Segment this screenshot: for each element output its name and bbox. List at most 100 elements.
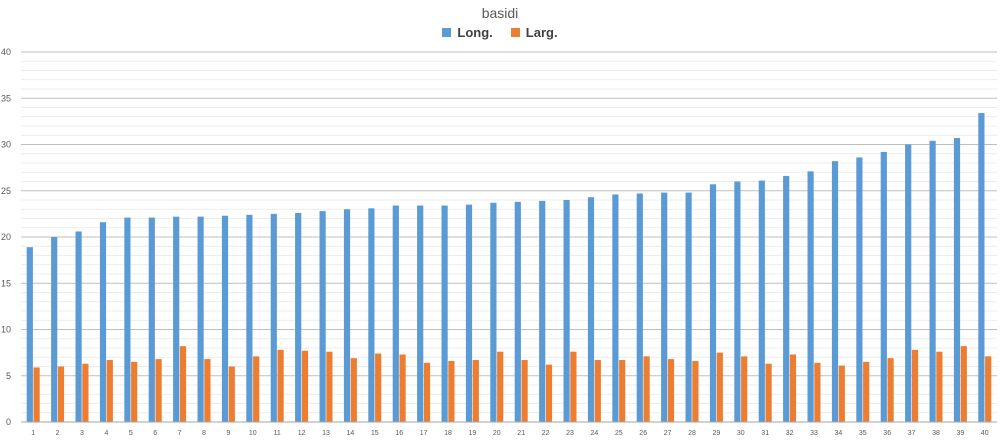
bar-long: [392, 205, 399, 422]
bar-long: [417, 205, 424, 422]
x-tick-label: 14: [347, 430, 355, 437]
x-tick-label: 17: [420, 430, 428, 437]
bar-larg: [253, 356, 260, 422]
bar-long: [587, 197, 595, 422]
bar-long: [514, 201, 521, 422]
grid-layer: [21, 51, 997, 423]
x-tick-label: 22: [542, 430, 550, 437]
legend-label-long: Long.: [457, 25, 493, 40]
bar-long: [563, 200, 570, 422]
bar-long: [856, 157, 863, 422]
x-tick-label: 32: [786, 430, 794, 437]
chart-title: basidi: [481, 5, 519, 21]
bar-long: [880, 151, 887, 422]
x-tick-label: 36: [883, 430, 891, 437]
bar-long: [343, 209, 351, 422]
bar-long: [148, 217, 155, 422]
bar-long: [441, 205, 448, 422]
x-tick-label: 3: [80, 430, 84, 437]
x-tick-label: 18: [444, 430, 452, 437]
x-tick-label: 5: [129, 430, 133, 437]
bar-larg: [33, 367, 40, 422]
x-tick-label: 2: [56, 430, 60, 437]
bar-larg: [960, 346, 967, 422]
x-tick-label: 40: [981, 430, 989, 437]
x-tick-label: 37: [908, 430, 916, 437]
x-tick-label: 4: [104, 430, 108, 437]
y-tick-label: 20: [1, 232, 11, 242]
bar-larg: [619, 360, 626, 422]
bar-long: [173, 216, 180, 422]
bar-larg: [82, 363, 89, 422]
x-tick-label: 19: [469, 430, 477, 437]
x-tick-label: 15: [371, 430, 379, 437]
legend-label-larg: Larg.: [525, 25, 558, 40]
bar-long: [929, 140, 936, 423]
bar-larg: [789, 354, 797, 422]
x-tick-label: 26: [639, 430, 647, 437]
y-tick-label: 35: [1, 93, 11, 103]
x-tick-label: 13: [322, 430, 330, 437]
bar-long: [783, 175, 790, 422]
bar-long: [51, 237, 58, 422]
bar-long: [953, 138, 961, 422]
bar-larg: [155, 359, 162, 422]
x-tick-label: 23: [566, 430, 574, 437]
bar-larg: [985, 356, 992, 422]
bar-larg: [131, 361, 138, 422]
bar-larg: [838, 365, 845, 422]
y-tick-label: 25: [1, 186, 11, 196]
x-tick-label: 20: [493, 430, 501, 437]
x-tick-label: 21: [517, 430, 525, 437]
bar-long: [734, 181, 741, 422]
bar-long: [319, 211, 326, 422]
bar-larg: [448, 360, 455, 422]
bar-long: [539, 200, 546, 422]
x-tick-label: 35: [859, 430, 867, 437]
bar-larg: [57, 366, 65, 422]
bar-long: [490, 202, 497, 422]
bar-larg: [106, 360, 113, 422]
bar-larg: [228, 366, 235, 422]
x-tick-label: 6: [153, 430, 157, 437]
x-tick-label: 9: [226, 430, 230, 437]
bar-larg: [643, 356, 650, 422]
x-tick-label: 30: [737, 430, 745, 437]
x-tick-label: 10: [249, 430, 257, 437]
bar-larg: [497, 351, 504, 422]
bar-larg: [399, 354, 406, 422]
bar-larg: [545, 364, 553, 422]
bar-long: [197, 216, 204, 422]
x-tick-label: 33: [810, 430, 818, 437]
x-tick-label: 28: [688, 430, 696, 437]
bar-larg: [667, 359, 675, 422]
x-tick-label: 16: [395, 430, 403, 437]
bar-larg: [692, 360, 699, 422]
bar-long: [221, 215, 229, 422]
bar-long: [709, 184, 717, 422]
legend: Long. Larg.: [0, 25, 1000, 40]
bar-larg: [741, 356, 748, 422]
bar-long: [831, 161, 839, 422]
bar-long: [270, 213, 277, 422]
y-tick-label: 40: [1, 47, 11, 57]
bar-larg: [204, 359, 211, 422]
x-tick-label: 1: [31, 430, 35, 437]
bar-long: [246, 214, 253, 422]
bar-long: [905, 144, 912, 422]
x-tick-label: 27: [664, 430, 672, 437]
x-tick-label: 29: [713, 430, 721, 437]
bar-larg: [277, 349, 284, 422]
bar-long: [758, 180, 765, 422]
x-tick-label: 25: [615, 430, 623, 437]
bar-long: [75, 231, 82, 422]
bar-larg: [887, 358, 894, 422]
legend-item-long: Long.: [442, 25, 493, 40]
bar-larg: [911, 349, 919, 422]
legend-item-larg: Larg.: [510, 25, 558, 40]
y-tick-label: 10: [1, 325, 11, 335]
bar-long: [368, 208, 375, 422]
bar-long: [636, 193, 643, 422]
y-tick-label: 5: [6, 371, 11, 381]
